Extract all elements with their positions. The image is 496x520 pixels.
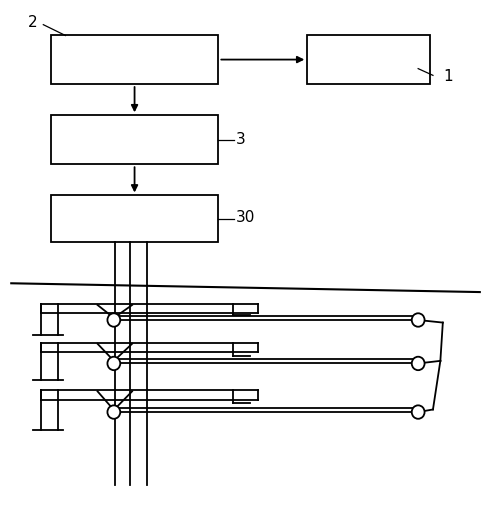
Circle shape [412,313,425,327]
Text: 3: 3 [236,132,246,147]
Bar [307,35,431,84]
Bar [51,196,218,242]
Circle shape [412,405,425,419]
Circle shape [108,313,120,327]
Bar [51,35,218,84]
Bar [51,115,218,164]
Circle shape [108,405,120,419]
Text: 30: 30 [236,210,255,225]
Circle shape [412,357,425,370]
Circle shape [108,357,120,370]
Text: 2: 2 [28,15,37,30]
Text: 1: 1 [443,69,452,84]
